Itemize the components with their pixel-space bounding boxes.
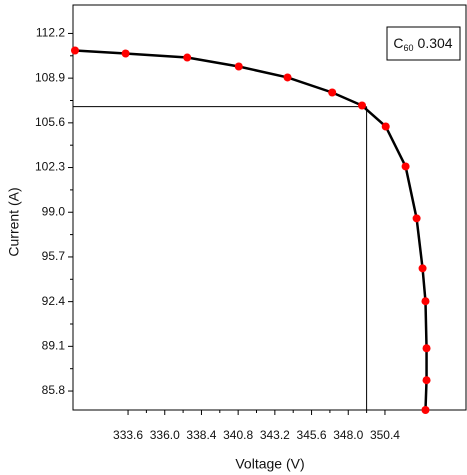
data-point [412,214,421,223]
data-point [328,88,337,97]
data-point [121,49,130,58]
y-tick-label: 112.2 [36,26,65,40]
y-tick-label: 92.4 [42,294,66,308]
x-axis-label: Voltage (V) [235,456,304,472]
y-tick-label: 89.1 [42,339,66,353]
data-point [418,264,427,273]
x-tick-label: 350.4 [370,428,400,442]
data-point [183,53,192,62]
x-tick-label: 333.6 [113,428,143,442]
y-tick-label: 108.9 [35,70,65,84]
y-tick-label: 99.0 [42,204,66,218]
y-axis-label: Current (A) [6,187,22,256]
x-tick-label: 338.4 [186,428,216,442]
x-tick-label: 343.2 [260,428,290,442]
x-tick-label: 345.6 [297,428,327,442]
annotation: C60 0.304 [393,35,452,54]
data-point [422,376,431,385]
data-point [381,122,390,131]
data-point [358,101,367,110]
x-tick-label: 340.8 [223,428,253,442]
y-tick-label: 105.6 [35,115,65,129]
data-point [422,344,431,353]
y-tick-label: 102.3 [35,160,65,174]
data-point [401,162,410,171]
data-point [70,46,79,55]
annotation-part: 0.304 [418,35,453,51]
x-tick-label: 348.0 [333,428,363,442]
annotation-part: C [393,35,403,51]
y-tick-label: 85.8 [42,383,66,397]
data-point [283,73,292,82]
y-tick-label: 95.7 [42,249,66,263]
series-line [74,49,428,411]
data-point [234,62,243,71]
data-point [421,406,430,414]
annotation-box [386,26,461,61]
x-tick-label: 336.0 [150,428,180,442]
data-point [421,297,430,306]
annotation-part: 60 [404,43,414,53]
plot-frame [72,4,467,411]
